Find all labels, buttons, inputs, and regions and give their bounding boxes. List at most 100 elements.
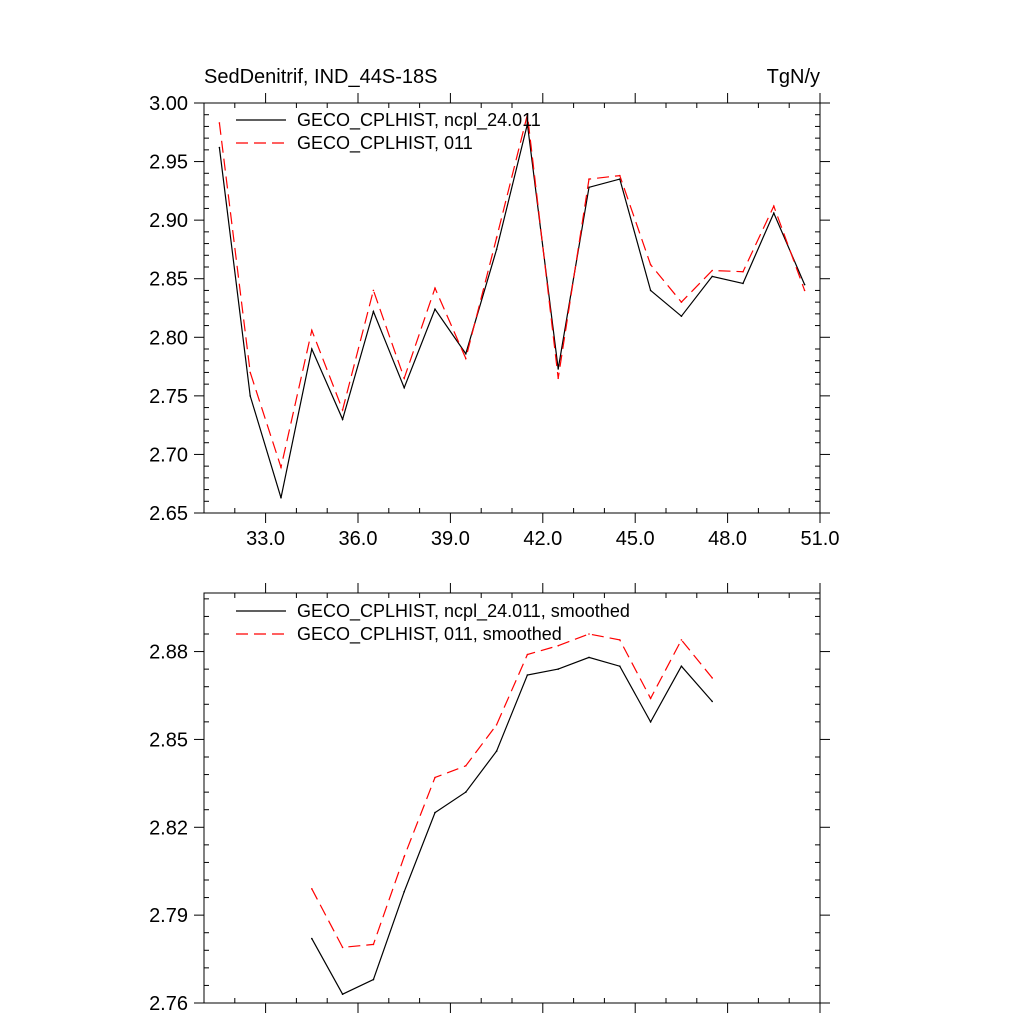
data-point-series-2 <box>588 178 590 180</box>
y-tick-label: 3.00 <box>149 93 188 115</box>
data-point-series-2 <box>341 409 344 411</box>
data-point-series-1 <box>341 418 344 421</box>
data-point-series-2 <box>680 639 683 641</box>
data-point-series-2 <box>557 377 559 380</box>
y-tick-label: 2.85 <box>149 269 188 291</box>
series-line-1 <box>311 656 713 995</box>
data-point-series-1 <box>495 248 498 251</box>
y-tick-label: 2.95 <box>149 152 188 174</box>
data-point-series-1 <box>557 668 559 670</box>
data-point-series-2 <box>403 377 406 380</box>
data-point-series-2 <box>619 174 621 177</box>
data-point-series-2 <box>526 653 529 656</box>
data-point-series-1 <box>619 178 621 180</box>
data-point-series-2 <box>773 205 775 207</box>
data-point-series-1 <box>803 283 806 286</box>
data-point-series-1 <box>526 123 529 125</box>
data-point-series-2 <box>372 943 375 946</box>
data-point-series-2 <box>218 122 221 124</box>
data-point-series-1 <box>495 750 498 752</box>
data-point-series-2 <box>711 677 713 679</box>
data-point-series-2 <box>649 263 652 266</box>
legend-label-2: GECO_CPLHIST, 011 <box>297 133 473 154</box>
data-point-series-1 <box>588 656 590 659</box>
legend-label-1: GECO_CPLHIST, ncpl_24.011 <box>297 110 541 131</box>
data-point-series-1 <box>773 212 775 214</box>
data-point-series-2 <box>526 113 529 116</box>
data-point-series-1 <box>218 146 221 149</box>
x-tick-label: 48.0 <box>708 528 747 550</box>
data-point-series-1 <box>742 282 744 285</box>
y-tick-label: 2.79 <box>149 905 188 927</box>
data-point-series-2 <box>403 855 406 858</box>
data-point-series-1 <box>526 674 529 676</box>
y-tick-label: 2.75 <box>149 386 188 408</box>
y-tick-label: 2.88 <box>149 642 188 664</box>
data-point-series-1 <box>372 978 375 981</box>
data-point-series-1 <box>649 289 652 292</box>
series-line-2 <box>218 114 806 470</box>
data-point-series-1 <box>465 791 467 793</box>
y-tick-label: 2.90 <box>149 210 188 232</box>
data-point-series-1 <box>311 937 313 940</box>
data-point-series-1 <box>372 310 375 313</box>
y-tick-label: 2.80 <box>149 327 188 349</box>
top-panel: 33.0 36.0 39.0 42.0 45.0 48.0 51.0 2.65 2.70 2.75… <box>149 93 839 550</box>
x-tick-label: 33.0 <box>246 528 285 550</box>
data-point-series-1 <box>680 665 683 667</box>
legend-label-1: GECO_CPLHIST, ncpl_24.011, smoothed <box>297 601 630 622</box>
data-point-series-1 <box>434 308 436 311</box>
units-label: TgN/y <box>767 66 820 88</box>
data-point-series-2 <box>434 776 436 779</box>
y-tick-label: 2.85 <box>149 729 188 751</box>
bottom-panel: 2.76 2.79 2.82 2.85 2.88 GECO_CPLHIST, ncpl_2… <box>149 583 830 1015</box>
data-point-series-1 <box>588 186 590 189</box>
data-point-series-1 <box>619 665 621 667</box>
data-point-series-2 <box>465 765 467 767</box>
data-point-series-2 <box>495 724 498 726</box>
x-tick-label: 42.0 <box>523 528 562 550</box>
data-point-series-2 <box>680 301 683 303</box>
data-point-series-2 <box>495 236 498 239</box>
data-point-series-2 <box>280 466 282 469</box>
y-tick-label: 2.76 <box>149 993 188 1015</box>
data-point-series-2 <box>649 697 652 700</box>
x-tick-label: 39.0 <box>431 528 470 550</box>
data-point-series-1 <box>403 386 406 389</box>
data-point-series-1 <box>341 993 344 995</box>
data-point-series-1 <box>465 352 467 355</box>
data-point-series-1 <box>711 700 713 703</box>
series-line-1 <box>218 123 806 498</box>
x-tick-label: 51.0 <box>801 528 840 550</box>
data-point-series-2 <box>619 639 621 641</box>
data-point-series-2 <box>311 329 313 332</box>
data-point-series-2 <box>557 644 559 647</box>
y-tick-label: 2.70 <box>149 444 188 466</box>
data-point-series-1 <box>280 497 282 499</box>
data-point-series-1 <box>311 348 313 350</box>
y-tick-label: 2.82 <box>149 817 188 839</box>
data-point-series-2 <box>711 269 713 272</box>
x-tick-label: 36.0 <box>339 528 378 550</box>
data-point-series-1 <box>434 811 436 814</box>
x-tick-label: 45.0 <box>616 528 655 550</box>
data-point-series-1 <box>711 275 713 278</box>
data-point-series-2 <box>434 287 436 289</box>
data-point-series-1 <box>557 368 559 370</box>
data-point-series-1 <box>680 315 683 318</box>
y-tick-label: 2.65 <box>149 503 188 525</box>
data-point-series-2 <box>742 270 744 273</box>
data-point-series-2 <box>465 357 467 360</box>
data-point-series-2 <box>588 633 590 635</box>
data-point-series-2 <box>249 371 251 374</box>
chart-title: SedDenitrif, IND_44S-18S <box>204 66 437 88</box>
data-point-series-1 <box>649 721 652 723</box>
data-point-series-1 <box>403 890 406 893</box>
series-line-2 <box>311 633 713 949</box>
legend-label-2: GECO_CPLHIST, 011, smoothed <box>297 624 562 645</box>
data-point-series-2 <box>341 946 344 949</box>
data-point-series-2 <box>372 289 375 292</box>
data-point-series-2 <box>803 289 806 292</box>
data-point-series-1 <box>249 395 251 397</box>
